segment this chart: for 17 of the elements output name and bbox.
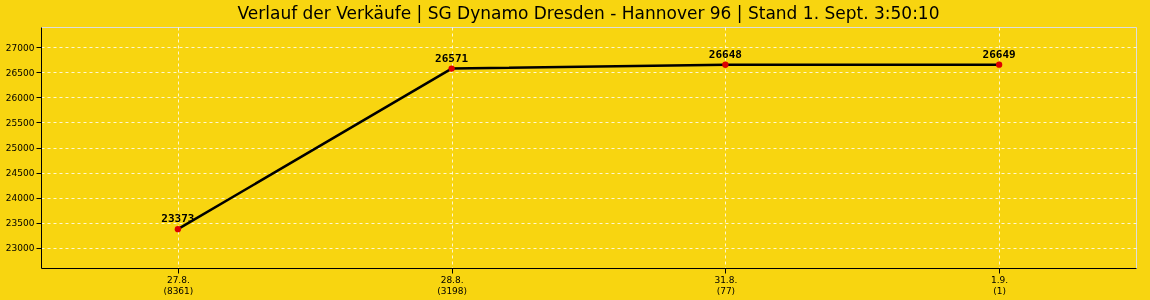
x-tick-label: 28.8. (3198) — [437, 274, 468, 296]
x-tick-label: 1.9. (1) — [991, 274, 1009, 296]
data-label: 26649 — [982, 47, 1016, 61]
y-tick-label: 25500 — [5, 117, 35, 128]
chart-title: Verlauf der Verkäufe | SG Dynamo Dresden - Hannover 96 | Stand 1. Sept. 3:50:10 — [237, 3, 940, 23]
y-tick-label: 23500 — [5, 218, 35, 229]
y-tick-label: 26500 — [5, 67, 35, 78]
data-label: 26571 — [435, 51, 469, 65]
y-tick-label: 25000 — [5, 143, 35, 153]
y-tick-label: 26000 — [5, 92, 35, 103]
data-label: 26648 — [708, 47, 742, 61]
x-tick-label: 31.8. (77) — [714, 274, 738, 296]
y-tick-label: 24500 — [5, 168, 35, 179]
y-tick-label: 27000 — [5, 42, 35, 53]
y-tick-label: 24000 — [5, 193, 35, 204]
x-tick-label: 27.8. (8361) — [163, 274, 194, 296]
y-tick-label: 23000 — [5, 243, 35, 254]
